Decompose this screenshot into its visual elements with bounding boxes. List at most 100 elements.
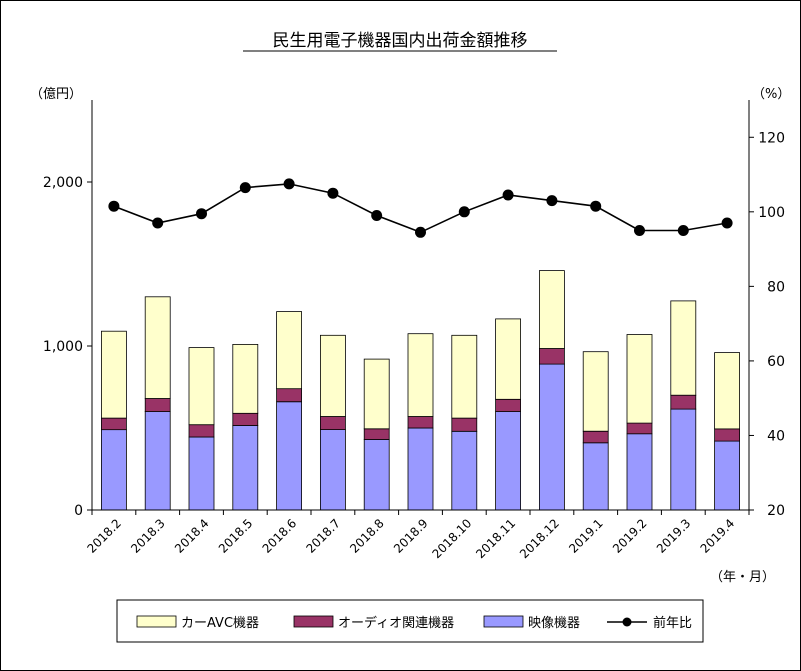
- point-yoy-2019.2: [634, 225, 645, 236]
- x-tick-label: 2019.3: [654, 516, 694, 556]
- bar-segment-car-avc-2019.3: [670, 300, 697, 396]
- x-tick-label: 2018.7: [303, 516, 343, 556]
- bar-segment-video-2019.3: [670, 408, 697, 511]
- bar-segment-car-avc-2019.4: [714, 352, 740, 430]
- bar-segment-video-2018.4: [188, 436, 215, 511]
- line-yoy: [113, 183, 728, 234]
- legend-label-3: 前年比: [653, 615, 692, 631]
- bar-segment-audio-2018.4: [188, 424, 215, 438]
- bar-segment-audio-2018.8: [363, 428, 390, 440]
- bar-segment-car-avc-2018.2: [101, 330, 127, 419]
- point-yoy-2019.1: [590, 200, 602, 212]
- legend: カーAVC機器 オーディオ関連機器 映像機器 前年比: [116, 599, 704, 643]
- right-tick-label: 80: [767, 279, 785, 295]
- right-tick-label: 100: [758, 205, 785, 221]
- right-tick-label: 60: [767, 354, 785, 370]
- legend-label-0: カーAVC機器: [181, 616, 259, 631]
- bar-segment-audio-2018.5: [232, 412, 259, 426]
- bar-segment-audio-2019.4: [714, 428, 740, 442]
- bar-segment-car-avc-2018.8: [363, 358, 390, 430]
- bar-segment-audio-2018.11: [495, 398, 522, 412]
- point-yoy-2019.3: [677, 225, 689, 236]
- x-tick-label: 2019.2: [610, 516, 650, 556]
- point-yoy-2018.6: [283, 178, 295, 190]
- bar-segment-car-avc-2019.1: [582, 351, 609, 432]
- point-yoy-2018.10: [458, 206, 470, 218]
- bar-segment-audio-2019.3: [670, 394, 697, 410]
- x-tick-label: 2018.3: [128, 516, 168, 556]
- left-tick-label: 0: [74, 503, 83, 519]
- point-yoy-2018.12: [546, 195, 558, 207]
- point-yoy-2018.5: [239, 182, 251, 194]
- x-tick-label: 2019.4: [698, 516, 738, 556]
- legend-swatch-2: [483, 615, 524, 628]
- left-axis-unit: （億円）: [30, 86, 82, 102]
- bar-segment-video-2018.7: [319, 429, 346, 511]
- bar-segment-car-avc-2018.10: [451, 334, 478, 419]
- point-yoy-2018.7: [327, 187, 339, 199]
- x-tick-label: 2018.4: [172, 516, 212, 556]
- legend-swatch-1: [293, 615, 334, 628]
- x-tick-label: 2018.10: [429, 516, 474, 561]
- bar-segment-audio-2018.6: [276, 388, 303, 403]
- bar-segment-audio-2019.2: [626, 422, 653, 435]
- bar-segment-video-2018.8: [363, 439, 390, 511]
- legend-box: [116, 599, 704, 643]
- bars: [101, 270, 740, 511]
- point-yoy-2018.4: [196, 208, 207, 220]
- bar-segment-audio-2019.1: [582, 430, 609, 444]
- x-axis-unit: （年・月）: [710, 570, 775, 585]
- x-tick-label: 2018.5: [216, 516, 256, 556]
- bar-segment-video-2018.9: [407, 427, 434, 511]
- bar-segment-video-2018.2: [101, 429, 127, 511]
- bar-segment-video-2018.5: [232, 425, 259, 511]
- point-yoy-2018.9: [415, 226, 426, 238]
- bar-segment-car-avc-2019.2: [626, 334, 653, 424]
- x-tick-label: 2018.2: [84, 516, 124, 556]
- point-yoy-2018.11: [502, 189, 514, 201]
- bar-segment-car-avc-2018.5: [232, 343, 259, 414]
- left-tick-label: 2,000: [43, 175, 83, 191]
- bar-segment-audio-2018.12: [539, 348, 565, 365]
- legend-swatch-0: [136, 615, 177, 628]
- bar-segment-video-2019.4: [714, 440, 740, 511]
- bar-segment-video-2018.3: [144, 411, 171, 511]
- x-tick-label: 2018.6: [260, 516, 300, 556]
- x-tick-label: 2018.12: [517, 516, 562, 561]
- bar-segment-car-avc-2018.6: [276, 311, 303, 390]
- left-tick-label: 1,000: [43, 339, 83, 355]
- point-yoy-2018.2: [108, 200, 120, 212]
- point-yoy-2019.4: [721, 217, 733, 229]
- bar-segment-audio-2018.3: [144, 398, 171, 413]
- bar-segment-video-2019.1: [582, 442, 609, 511]
- chart-title: 民生用電子機器国内出荷金額推移: [273, 31, 528, 51]
- bar-segment-audio-2018.9: [407, 416, 434, 429]
- bar-segment-audio-2018.7: [319, 416, 346, 431]
- right-tick-label: 120: [758, 130, 785, 146]
- legend-label-1: オーディオ関連機器: [338, 615, 454, 631]
- bar-segment-audio-2018.10: [451, 417, 478, 432]
- right-axis-unit: （%）: [752, 87, 790, 102]
- bar-segment-video-2018.10: [451, 430, 478, 511]
- point-yoy-2018.3: [152, 217, 164, 229]
- bar-segment-video-2018.12: [539, 363, 565, 511]
- bar-segment-video-2018.11: [495, 411, 522, 511]
- bar-segment-car-avc-2018.4: [188, 347, 215, 426]
- legend-marker: [622, 617, 632, 627]
- bar-segment-car-avc-2018.3: [144, 296, 171, 399]
- bar-segment-car-avc-2018.9: [407, 333, 434, 417]
- right-tick-label: 20: [767, 503, 785, 519]
- x-tick-label: 2018.9: [391, 516, 431, 556]
- point-yoy-2018.8: [371, 210, 383, 221]
- legend-label-2: 映像機器: [528, 616, 580, 631]
- bar-segment-video-2019.2: [626, 433, 653, 511]
- bar-segment-audio-2018.2: [101, 417, 127, 431]
- bar-segment-car-avc-2018.7: [319, 334, 346, 417]
- bar-segment-car-avc-2018.11: [495, 318, 522, 400]
- bar-segment-car-avc-2018.12: [539, 270, 565, 349]
- x-tick-label: 2018.8: [347, 516, 387, 556]
- right-tick-label: 40: [767, 428, 785, 444]
- x-tick-label: 2019.1: [566, 516, 606, 556]
- x-tick-label: 2018.11: [473, 516, 518, 561]
